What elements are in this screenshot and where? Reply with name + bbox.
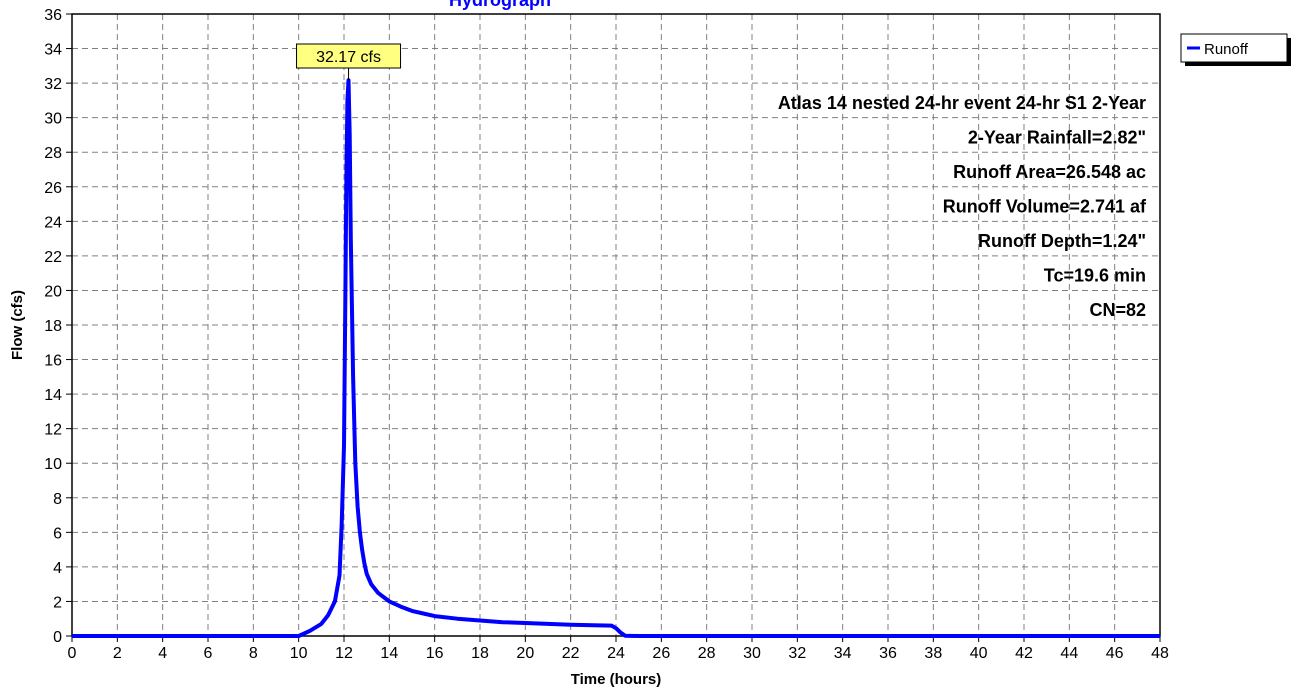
y-tick-label: 24 xyxy=(44,214,62,231)
x-tick-label: 10 xyxy=(290,645,308,662)
x-tick-label: 22 xyxy=(562,645,580,662)
y-tick-label: 28 xyxy=(44,145,62,162)
y-tick-label: 12 xyxy=(44,422,62,439)
x-tick-label: 48 xyxy=(1151,645,1169,662)
y-tick-label: 36 xyxy=(44,7,62,24)
axis-ticks: 0 2 4 6 8 10 12 14 16 18 20 22 24 26 28 30 32 34 36 38 40 42 4… xyxy=(44,7,1169,662)
x-tick-label: 36 xyxy=(879,645,897,662)
x-tick-label: 12 xyxy=(335,645,353,662)
info-line: CN=82 xyxy=(1089,300,1146,320)
y-tick-label: 8 xyxy=(53,491,62,508)
x-tick-label: 26 xyxy=(652,645,670,662)
x-tick-label: 16 xyxy=(426,645,444,662)
info-line: Runoff Volume=2.741 af xyxy=(943,197,1147,217)
y-tick-label: 4 xyxy=(53,560,62,577)
peak-callout: 32.17 cfs xyxy=(296,43,402,81)
x-tick-label: 24 xyxy=(607,645,625,662)
x-tick-label: 28 xyxy=(698,645,716,662)
y-tick-label: 6 xyxy=(53,525,62,542)
y-tick-label: 2 xyxy=(53,594,62,611)
y-tick-label: 14 xyxy=(44,387,62,404)
x-axis-title: Time (hours) xyxy=(571,671,662,688)
x-tick-label: 38 xyxy=(924,645,942,662)
x-tick-label: 18 xyxy=(471,645,489,662)
info-line: Runoff Area=26.548 ac xyxy=(953,162,1146,182)
y-tick-label: 18 xyxy=(44,318,62,335)
x-tick-label: 2 xyxy=(113,645,122,662)
info-line: Runoff Depth=1.24" xyxy=(978,231,1146,251)
x-tick-label: 46 xyxy=(1106,645,1124,662)
series-layer xyxy=(72,78,1160,638)
peak-label: 32.17 cfs xyxy=(316,49,381,66)
y-tick-label: 32 xyxy=(44,76,62,93)
x-tick-label: 14 xyxy=(380,645,398,662)
y-tick-label: 20 xyxy=(44,283,62,300)
x-tick-label: 8 xyxy=(249,645,258,662)
x-tick-label: 44 xyxy=(1060,645,1078,662)
grid-lines xyxy=(72,14,1160,636)
y-tick-label: 34 xyxy=(44,42,62,59)
legend-label-runoff: Runoff xyxy=(1204,41,1249,58)
series-line-runoff xyxy=(72,78,1160,638)
x-tick-label: 4 xyxy=(158,645,167,662)
x-tick-label: 30 xyxy=(743,645,761,662)
x-tick-label: 20 xyxy=(516,645,534,662)
x-tick-label: 6 xyxy=(204,645,213,662)
y-tick-label: 30 xyxy=(44,111,62,128)
info-line: Atlas 14 nested 24-hr event 24-hr S1 2-Y… xyxy=(778,93,1146,113)
peak-label-box xyxy=(296,43,402,69)
y-axis-title: Flow (cfs) xyxy=(9,290,26,360)
x-tick-label: 42 xyxy=(1015,645,1033,662)
x-tick-label: 32 xyxy=(788,645,806,662)
y-tick-label: 22 xyxy=(44,249,62,266)
x-tick-label: 34 xyxy=(834,645,852,662)
legend: Runoff xyxy=(1180,33,1291,66)
info-line: Tc=19.6 min xyxy=(1044,266,1146,286)
y-tick-label: 16 xyxy=(44,353,62,370)
y-tick-label: 0 xyxy=(53,629,62,646)
y-tick-label: 10 xyxy=(44,456,62,473)
x-tick-label: 40 xyxy=(970,645,988,662)
chart-title: Hydrograph xyxy=(449,0,551,10)
x-tick-label: 0 xyxy=(68,645,77,662)
info-line: 2-Year Rainfall=2.82" xyxy=(968,128,1146,148)
info-annotations: Atlas 14 nested 24-hr event 24-hr S1 2-Y… xyxy=(778,93,1147,320)
y-tick-label: 26 xyxy=(44,180,62,197)
